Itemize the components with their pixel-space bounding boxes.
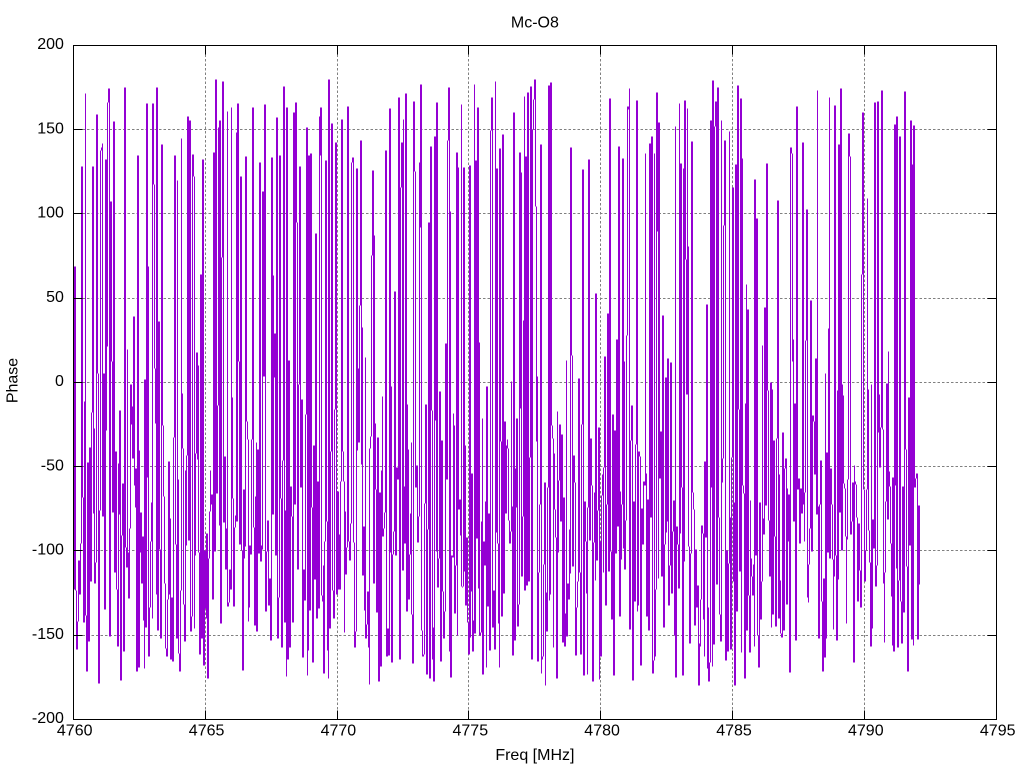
svg-text:-50: -50 bbox=[41, 457, 64, 474]
svg-text:4770: 4770 bbox=[321, 723, 357, 740]
svg-text:4760: 4760 bbox=[57, 723, 93, 740]
svg-text:Mc-O8: Mc-O8 bbox=[511, 15, 559, 32]
svg-text:-100: -100 bbox=[32, 542, 64, 559]
svg-text:100: 100 bbox=[37, 205, 64, 222]
svg-text:Freq [MHz]: Freq [MHz] bbox=[495, 747, 574, 764]
svg-text:4780: 4780 bbox=[584, 723, 620, 740]
svg-text:50: 50 bbox=[46, 289, 64, 306]
svg-text:0: 0 bbox=[55, 373, 64, 390]
svg-text:-150: -150 bbox=[32, 626, 64, 643]
svg-text:4765: 4765 bbox=[189, 723, 225, 740]
svg-text:Phase: Phase bbox=[5, 358, 22, 403]
svg-text:4795: 4795 bbox=[980, 723, 1016, 740]
svg-text:-200: -200 bbox=[32, 710, 64, 727]
svg-text:4790: 4790 bbox=[848, 723, 884, 740]
svg-text:4785: 4785 bbox=[716, 723, 752, 740]
svg-text:200: 200 bbox=[37, 36, 64, 53]
svg-text:150: 150 bbox=[37, 120, 64, 137]
svg-text:4775: 4775 bbox=[453, 723, 489, 740]
